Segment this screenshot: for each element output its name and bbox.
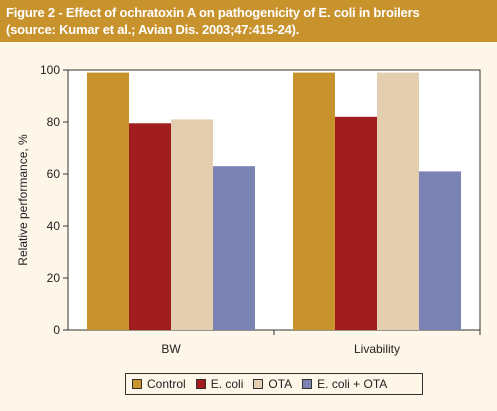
- legend-swatch: [195, 379, 206, 389]
- legend-swatch: [302, 379, 313, 389]
- bar-livability-ota: [377, 72, 419, 330]
- y-tick-label: 20: [47, 271, 61, 285]
- y-tick-label: 80: [47, 115, 61, 129]
- legend-label: E. coli: [210, 377, 244, 391]
- legend-label: E. coli + OTA: [317, 377, 388, 391]
- y-axis-label: Relative performance, %: [16, 134, 30, 266]
- bar-bw-control: [87, 72, 129, 330]
- y-tick-label: 40: [47, 219, 61, 233]
- legend-label: Control: [147, 377, 186, 391]
- x-category-label: Livability: [354, 342, 400, 356]
- figure-source: (source: Kumar et al.; Avian Dis. 2003;4…: [6, 22, 300, 37]
- x-category-label: BW: [161, 342, 181, 356]
- legend-item: E. coli + OTA: [302, 377, 387, 391]
- legend-swatch: [132, 379, 142, 389]
- y-tick-label: 0: [53, 323, 60, 337]
- legend-item: E. coli: [195, 377, 244, 391]
- legend-swatch: [253, 379, 264, 389]
- legend-item: OTA: [253, 377, 292, 391]
- y-tick-label: 100: [40, 63, 60, 77]
- bar-bw-e-coli: [129, 123, 171, 330]
- bar-livability-e-coli: [335, 116, 377, 330]
- legend-item: Control: [132, 377, 186, 391]
- legend-label: OTA: [268, 377, 293, 391]
- bar-livability-e-coli-ota: [419, 171, 461, 330]
- figure-title: Figure 2 - Effect of ochratoxin A on pat…: [6, 5, 420, 20]
- bar-bw-ota: [171, 119, 213, 331]
- bar-bw-e-coli-ota: [213, 166, 255, 330]
- y-tick-label: 60: [47, 167, 61, 181]
- figure-header: Figure 2 - Effect of ochratoxin A on pat…: [0, 0, 497, 42]
- chart-legend: Control E. coli OTA E. coli + OTA: [125, 373, 423, 395]
- bar-livability-control: [293, 72, 335, 330]
